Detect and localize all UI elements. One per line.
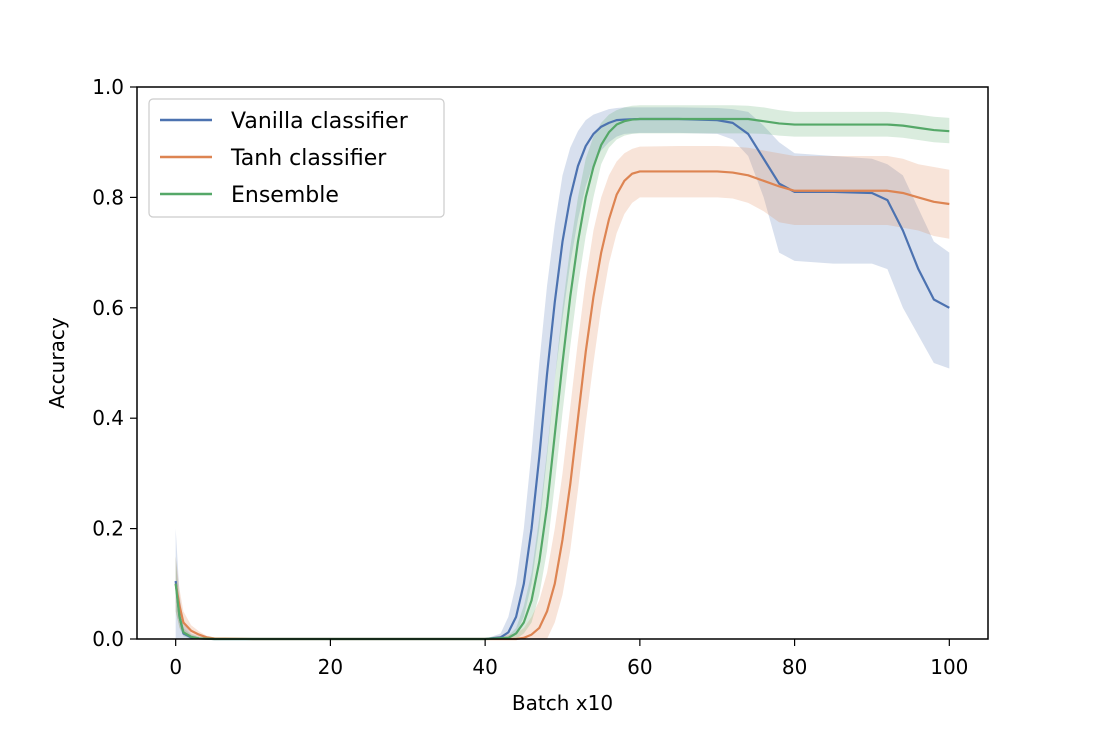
legend: Vanilla classifier Tanh classifier Ensembl… <box>148 98 445 218</box>
legend-label-2: Ensemble <box>231 183 339 208</box>
x-tick-label: 20 <box>318 655 343 679</box>
y-tick-label: 1.0 <box>92 75 124 99</box>
band-0 <box>175 107 950 640</box>
y-axis-ticks: 0.0 0.2 0.4 0.6 0.8 1.0 <box>92 75 137 651</box>
x-tick-label: 100 <box>930 655 968 679</box>
y-tick-label: 0.8 <box>92 185 124 209</box>
y-tick-label: 0.4 <box>92 406 124 430</box>
x-axis-label: Batch x10 <box>512 691 613 715</box>
y-tick-label: 0.0 <box>92 627 124 651</box>
y-tick-label: 0.6 <box>92 296 124 320</box>
y-tick-label: 0.2 <box>92 517 124 541</box>
y-axis-label: Accuracy <box>45 317 69 408</box>
x-tick-label: 40 <box>472 655 497 679</box>
legend-label-1: Tanh classifier <box>230 146 387 171</box>
legend-box <box>148 98 445 218</box>
x-axis-ticks: 0 20 40 60 80 100 <box>169 639 968 679</box>
x-tick-label: 80 <box>782 655 807 679</box>
x-tick-label: 60 <box>627 655 652 679</box>
legend-label-0: Vanilla classifier <box>231 109 409 134</box>
x-tick-label: 0 <box>169 655 182 679</box>
plot-frame <box>136 86 989 640</box>
